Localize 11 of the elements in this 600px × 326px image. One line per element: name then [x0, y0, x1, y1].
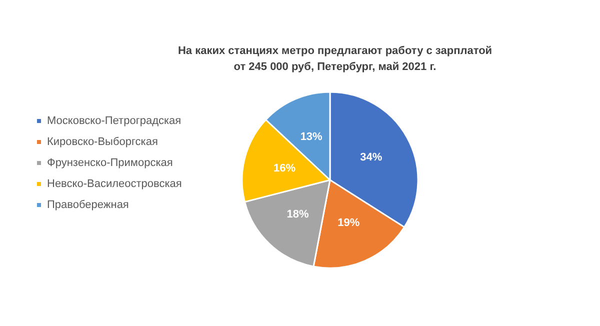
data-label: 18%: [286, 208, 310, 220]
data-label: 13%: [300, 130, 323, 143]
legend-label: Невско-Василеостровская: [47, 178, 182, 190]
legend-label: Московско-Петроградская: [47, 115, 182, 127]
legend-label: Фрунзенско-Приморская: [47, 157, 173, 169]
data-label: 16%: [273, 162, 296, 174]
legend-label: Кировско-Выборгская: [47, 136, 158, 148]
data-label: 19%: [338, 217, 360, 230]
data-label: 34%: [360, 151, 382, 164]
chart-title: На каких станциях метро предлагают работу с зарплатой от 245 000 руб, Петербург, май 2021 г.: [178, 45, 492, 73]
legend-label: Правобережная: [47, 199, 129, 211]
